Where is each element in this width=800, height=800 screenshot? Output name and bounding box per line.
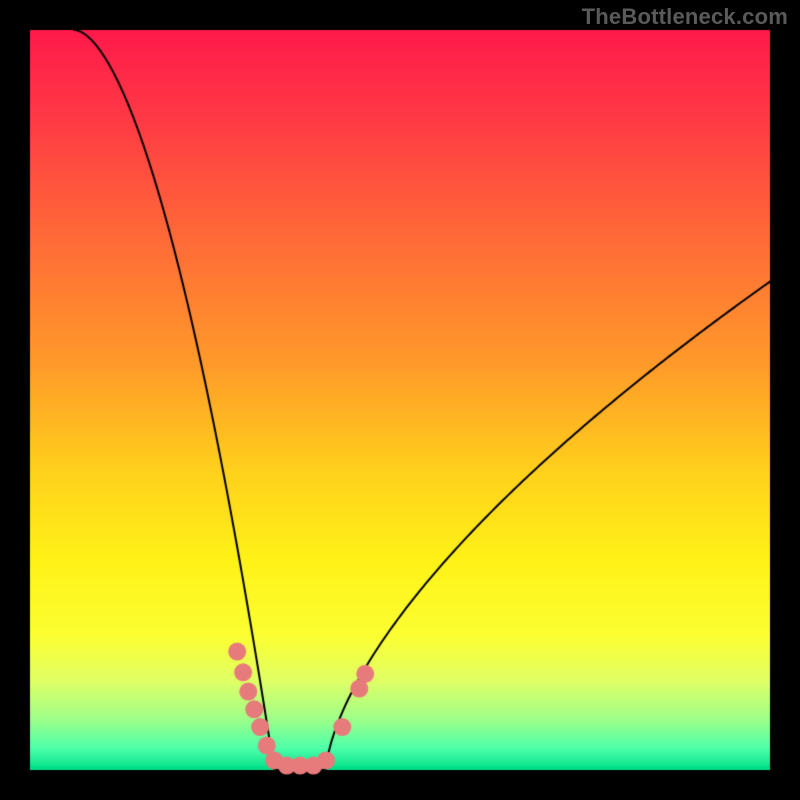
watermark-text: TheBottleneck.com	[582, 4, 788, 30]
bottleneck-curve-chart	[0, 0, 800, 800]
chart-container: TheBottleneck.com	[0, 0, 800, 800]
